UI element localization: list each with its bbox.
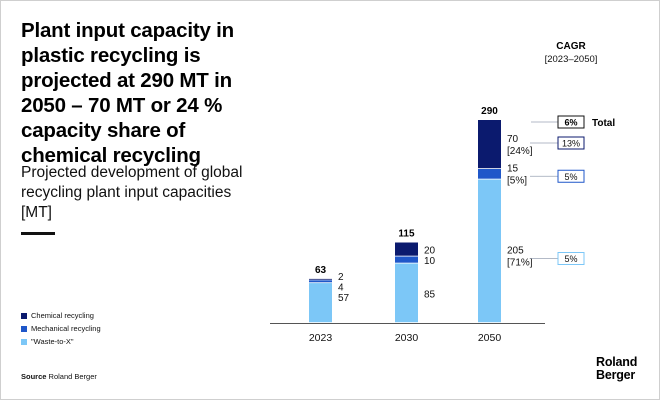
bar-chemical-2030 <box>395 242 418 256</box>
value-label-waste-2030: 85 <box>424 289 436 300</box>
cagr-value-mechanical: 5% <box>564 172 577 182</box>
bar-chemical-2050 <box>478 120 501 169</box>
bar-waste-2030 <box>395 263 418 323</box>
logo-line-1: Roland <box>596 355 638 369</box>
source-text: Roland Berger <box>48 372 97 381</box>
cagr-box-total <box>557 115 585 129</box>
cagr-total-label: Total <box>592 118 615 129</box>
value-label-chemical-2050: 70 <box>507 134 519 145</box>
bar-waste-2023 <box>309 283 332 323</box>
legend-item-mechanical: Mechanical recycling <box>21 322 101 335</box>
legend-label-waste: "Waste-to-X" <box>31 337 74 346</box>
cagr-value-chemical: 13% <box>562 139 580 149</box>
source-label: Source <box>21 372 47 381</box>
value-label-mechanical-2030: 10 <box>424 256 436 267</box>
value-label-mechanical-2023: 4 <box>338 282 344 293</box>
legend-swatch-mechanical <box>21 325 27 332</box>
cagr-period: [2023–2050] <box>545 54 598 65</box>
share-label-mechanical-2050: [5%] <box>507 175 527 186</box>
logo-line-2: Berger <box>596 368 636 382</box>
cagr-title: CAGR <box>556 41 586 52</box>
cagr-value-total: 6% <box>564 118 577 128</box>
total-label-2023: 63 <box>315 265 327 276</box>
bar-chemical-2023 <box>309 278 332 280</box>
legend-item-chemical: Chemical recycling <box>21 309 101 322</box>
cagr-box-chemical <box>557 136 585 150</box>
share-label-chemical-2050: [24%] <box>507 146 533 157</box>
bar-waste-2050 <box>478 179 501 323</box>
legend-swatch-chemical <box>21 312 27 319</box>
roland-berger-logo: Roland Berger <box>596 356 637 382</box>
headline: Plant input capacity in plastic recyclin… <box>21 19 234 167</box>
divider-rule <box>21 232 55 235</box>
cagr-value-waste: 5% <box>564 254 577 264</box>
total-label-2050: 290 <box>481 106 498 117</box>
legend-item-waste: "Waste-to-X" <box>21 335 101 348</box>
x-tick-label-2030: 2030 <box>395 332 419 344</box>
cagr-box-waste <box>557 252 585 265</box>
legend-label-chemical: Chemical recycling <box>31 311 94 320</box>
cagr-box-mechanical <box>557 169 585 183</box>
bar-mechanical-2023 <box>309 280 332 283</box>
x-tick-label-2023: 2023 <box>309 332 333 344</box>
value-label-chemical-2030: 20 <box>424 246 436 257</box>
legend-swatch-waste <box>21 338 27 345</box>
legend: Chemical recycling Mechanical recycling … <box>21 309 101 348</box>
value-label-waste-2023: 57 <box>338 293 350 304</box>
source-note: Source Roland Berger <box>21 372 97 381</box>
value-label-chemical-2023: 2 <box>338 272 344 283</box>
bar-mechanical-2050 <box>478 169 501 179</box>
bar-mechanical-2030 <box>395 256 418 263</box>
subtitle: Projected development of global recyclin… <box>21 164 243 221</box>
value-label-waste-2050: 205 <box>507 246 524 257</box>
x-tick-label-2050: 2050 <box>478 332 502 344</box>
total-label-2030: 115 <box>398 229 415 240</box>
share-label-waste-2050: [71%] <box>507 258 533 269</box>
legend-label-mechanical: Mechanical recycling <box>31 324 101 333</box>
value-label-mechanical-2050: 15 <box>507 163 519 174</box>
